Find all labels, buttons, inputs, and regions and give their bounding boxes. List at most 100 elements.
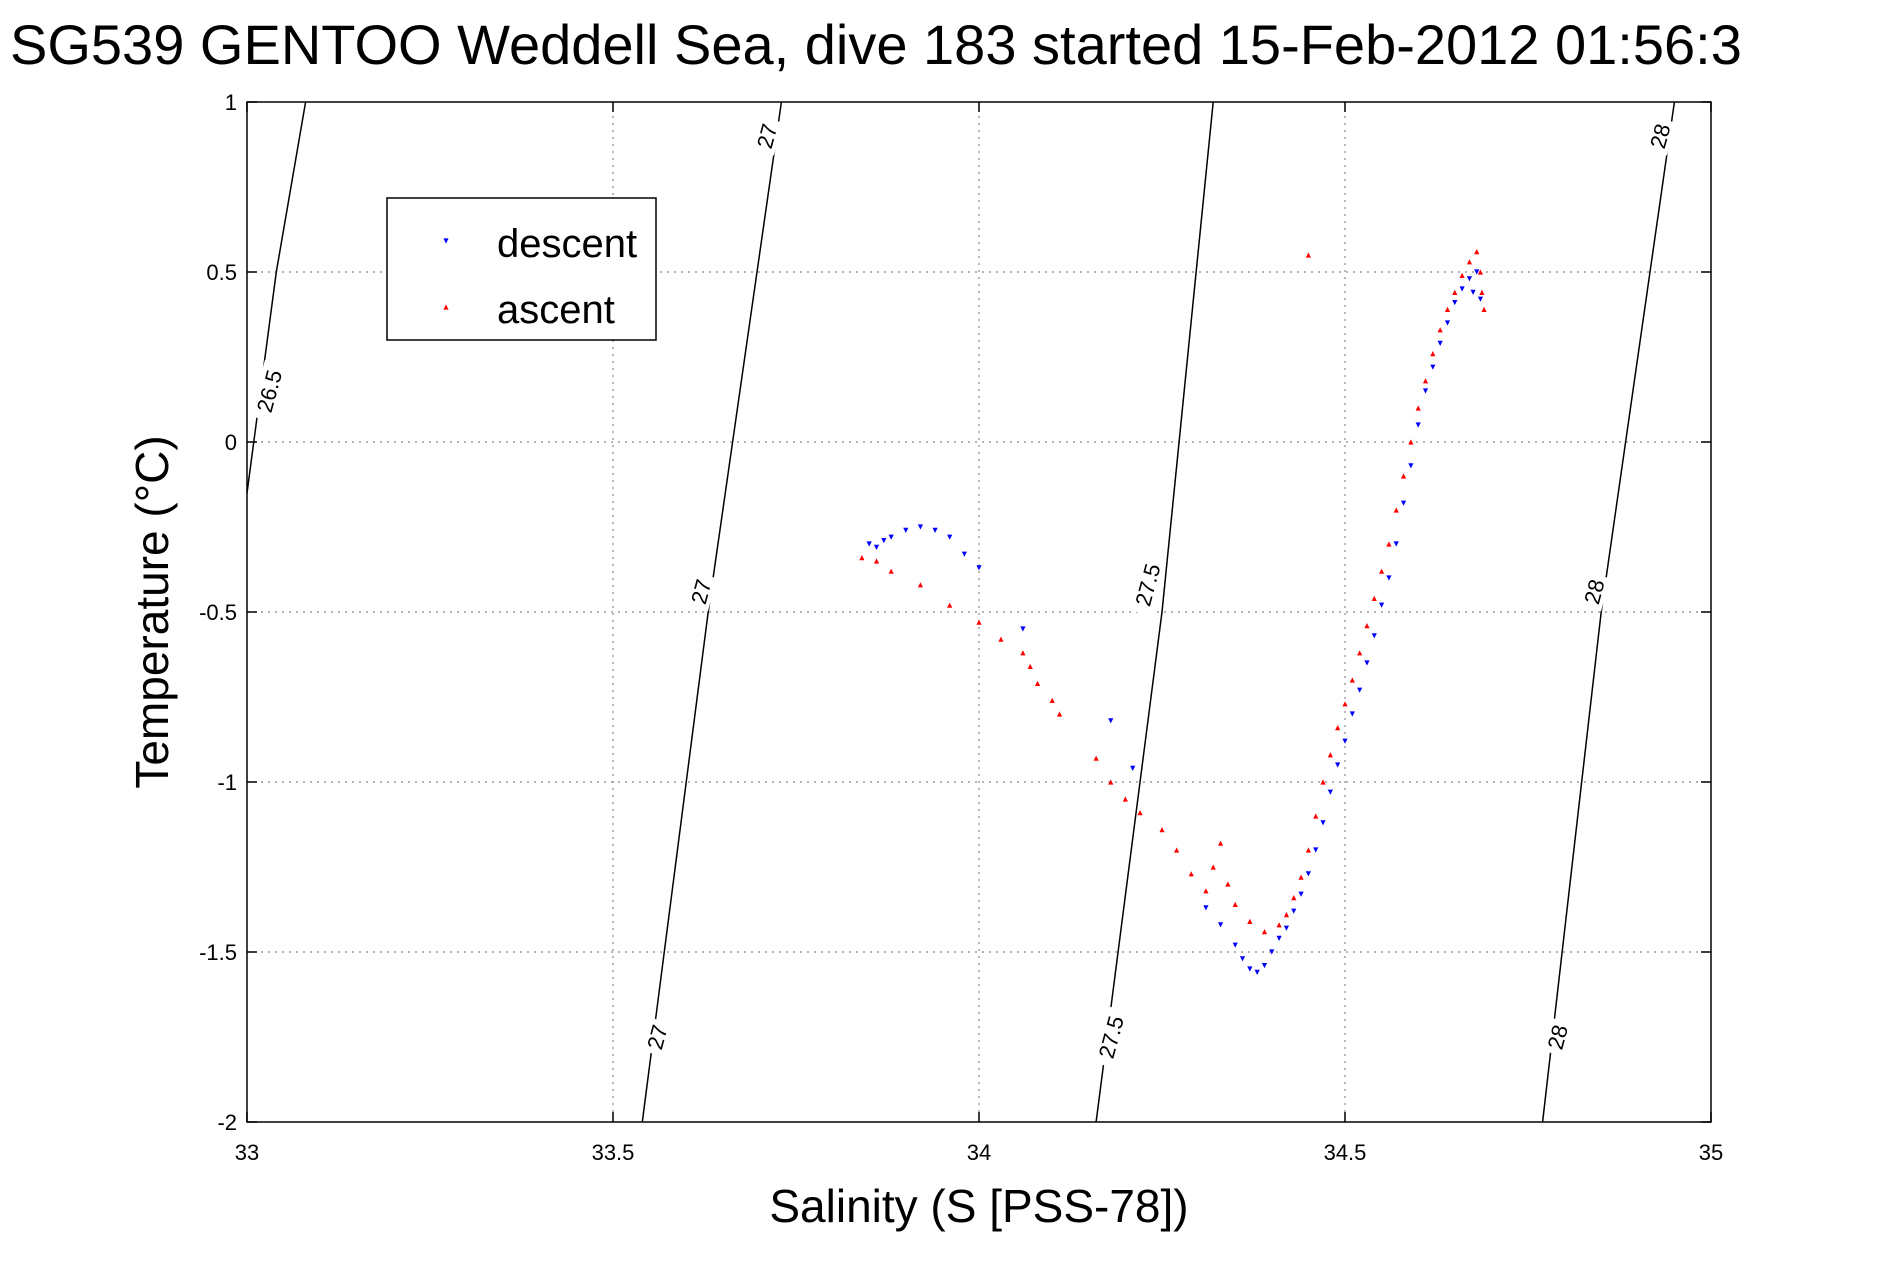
isopycnal-contours: 26.5 27 27 27 27.5 27.5 28 28 28 — [246, 101, 1676, 1123]
contour-label-group: 27 — [684, 572, 717, 612]
descent-point — [1327, 789, 1333, 795]
data-series — [859, 249, 1487, 975]
descent-point — [917, 524, 924, 530]
contour-label-background — [1128, 553, 1167, 616]
contour-label-background — [750, 116, 783, 156]
descent-point — [1371, 633, 1377, 639]
ascent-point — [1276, 922, 1282, 928]
contour-label-group: 28 — [1541, 1017, 1574, 1057]
axis-ticks: 33 33.5 34 34.5 35 1 0.5 0 -0.5 -1 -1.5 -2 — [199, 90, 1723, 1165]
ascent-point — [1247, 918, 1253, 924]
ascent-point — [917, 582, 924, 588]
descent-point — [1415, 422, 1421, 428]
descent-point — [1261, 963, 1268, 969]
ascent-point — [1422, 378, 1429, 384]
descent-point — [961, 551, 967, 557]
descent-point — [1477, 296, 1484, 302]
descent-point — [1239, 956, 1246, 962]
ascent-point — [1327, 752, 1333, 758]
y-tick-label: 1 — [225, 90, 237, 115]
ascent-point — [1379, 568, 1385, 574]
descent-point — [1247, 966, 1253, 972]
legend-label-descent: descent — [497, 222, 637, 266]
isopycnal-line — [1541, 101, 1676, 1123]
descent-point — [1393, 541, 1399, 547]
legend-label-ascent: ascent — [497, 288, 615, 332]
descent-point — [1452, 300, 1458, 306]
ascent-point — [1137, 810, 1143, 816]
descent-point — [1466, 276, 1473, 282]
ascent-point — [1056, 711, 1063, 717]
ascent-point — [947, 602, 953, 608]
descent-point — [1444, 320, 1451, 326]
contour-label: 26.5 — [252, 367, 287, 415]
ascent-legend-marker — [443, 304, 449, 310]
descent-point — [1459, 286, 1465, 292]
ascent-point — [1342, 701, 1348, 707]
contour-label-group: 28 — [1643, 116, 1676, 156]
ascent-point — [1430, 351, 1436, 357]
contour-label-background — [684, 572, 717, 612]
ascent-point — [1108, 779, 1114, 785]
ascent-point — [1357, 650, 1363, 656]
contour-label-background — [640, 1017, 673, 1057]
ascent-point — [1466, 259, 1473, 265]
contour-label-group: 27.5 — [1128, 553, 1167, 616]
descent-point — [1335, 762, 1341, 768]
descent-point — [1291, 908, 1297, 914]
descent-point — [1364, 660, 1370, 666]
descent-point — [1313, 847, 1319, 853]
descent-point — [1269, 949, 1275, 955]
contour-label-background — [1091, 1005, 1130, 1069]
contour-label-group: 28 — [1577, 572, 1610, 612]
descent-point — [888, 534, 894, 540]
ascent-point — [1313, 813, 1319, 819]
ascent-point — [998, 636, 1004, 642]
x-tick-label: 33 — [235, 1140, 259, 1165]
descent-point — [1305, 871, 1311, 877]
descent-point — [1276, 935, 1282, 941]
ascent-point — [1225, 881, 1231, 887]
y-tick-label: 0 — [225, 430, 237, 455]
ascent-point — [1474, 249, 1480, 255]
chart-title: SG539 GENTOO Weddell Sea, dive 183 start… — [10, 13, 1742, 76]
x-axis-label: Salinity (S [PSS-78]) — [769, 1180, 1188, 1232]
x-tick-label: 35 — [1699, 1140, 1723, 1165]
ascent-point — [1364, 623, 1370, 629]
descent-point — [1254, 969, 1260, 975]
ascent-point — [1027, 663, 1033, 669]
ascent-point — [1305, 252, 1311, 258]
ascent-point — [1093, 755, 1099, 761]
descent-point — [1232, 942, 1238, 948]
descent-point — [947, 534, 953, 540]
descent-point — [1298, 891, 1304, 897]
y-tick-label: -2 — [217, 1110, 237, 1135]
isopycnal-line — [246, 101, 307, 494]
ascent-point — [1020, 650, 1026, 656]
y-axis-label: Temperature (°C) — [126, 435, 178, 788]
ascent-point — [1400, 473, 1407, 479]
ascent-point — [888, 568, 894, 574]
descent-point — [1349, 711, 1355, 717]
ascent-point — [1298, 874, 1304, 880]
ascent-point — [1437, 327, 1443, 333]
descent-point — [881, 538, 887, 544]
ascent-point — [1371, 595, 1377, 601]
descent-point — [1020, 626, 1026, 632]
contour-label-background — [249, 359, 289, 423]
contour-label-background — [1643, 116, 1676, 156]
contour-label-group: 27 — [640, 1017, 673, 1057]
y-tick-label: -1.5 — [199, 940, 237, 965]
descent-point — [1130, 765, 1136, 771]
ascent-point — [1477, 269, 1484, 275]
descent-series — [866, 269, 1484, 975]
descent-point — [1386, 575, 1392, 581]
x-tick-label: 34.5 — [1324, 1140, 1367, 1165]
ascent-point — [1122, 796, 1128, 802]
descent-point — [1357, 687, 1363, 693]
ascent-point — [1261, 929, 1268, 935]
descent-point — [1400, 500, 1407, 506]
contour-label-group: 26.5 — [249, 359, 289, 423]
